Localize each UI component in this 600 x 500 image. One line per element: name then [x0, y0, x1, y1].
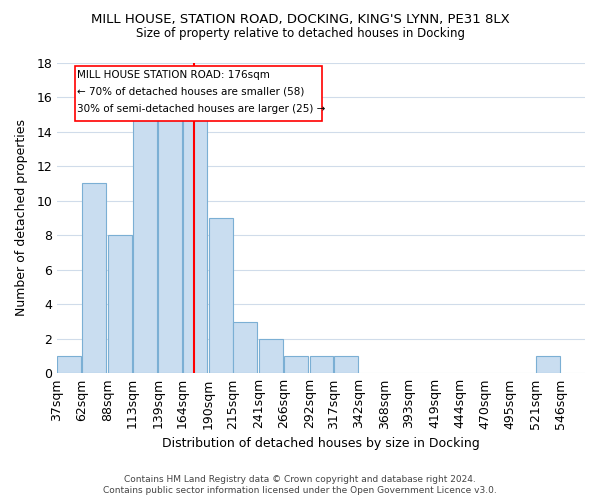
Text: Size of property relative to detached houses in Docking: Size of property relative to detached ho…: [136, 28, 464, 40]
Bar: [536, 356, 560, 374]
Bar: [233, 322, 257, 374]
Bar: [158, 114, 182, 374]
Bar: [209, 218, 233, 374]
Bar: [108, 235, 132, 374]
Text: Contains public sector information licensed under the Open Government Licence v3: Contains public sector information licen…: [103, 486, 497, 495]
Bar: [259, 339, 283, 374]
Text: Contains HM Land Registry data © Crown copyright and database right 2024.: Contains HM Land Registry data © Crown c…: [124, 475, 476, 484]
Bar: [133, 114, 157, 374]
Text: MILL HOUSE STATION ROAD: 176sqm: MILL HOUSE STATION ROAD: 176sqm: [77, 70, 270, 81]
Bar: [183, 114, 207, 374]
Bar: [82, 184, 106, 374]
Text: 30% of semi-detached houses are larger (25) →: 30% of semi-detached houses are larger (…: [77, 104, 325, 114]
Y-axis label: Number of detached properties: Number of detached properties: [15, 120, 28, 316]
Text: ← 70% of detached houses are smaller (58): ← 70% of detached houses are smaller (58…: [77, 86, 304, 97]
Bar: [284, 356, 308, 374]
Text: MILL HOUSE, STATION ROAD, DOCKING, KING'S LYNN, PE31 8LX: MILL HOUSE, STATION ROAD, DOCKING, KING'…: [91, 12, 509, 26]
Bar: [310, 356, 334, 374]
Bar: [334, 356, 358, 374]
X-axis label: Distribution of detached houses by size in Docking: Distribution of detached houses by size …: [162, 437, 480, 450]
Bar: [58, 356, 82, 374]
FancyBboxPatch shape: [75, 66, 322, 121]
